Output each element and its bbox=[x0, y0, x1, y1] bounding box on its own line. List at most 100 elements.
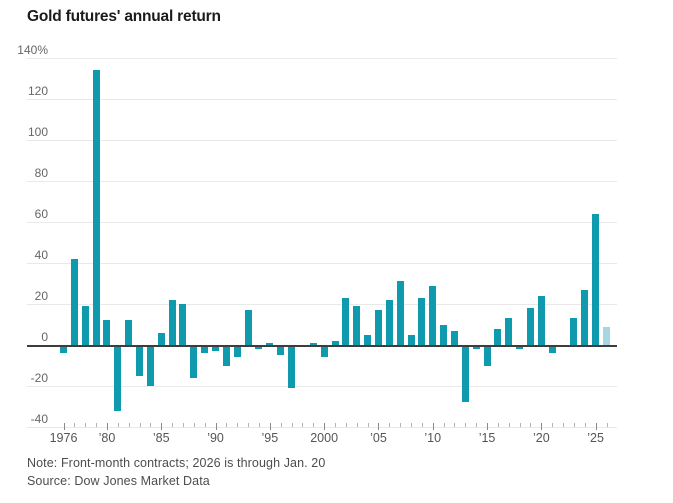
x-tick-2017 bbox=[508, 422, 510, 427]
x-tick-1989 bbox=[204, 422, 206, 427]
bar-2011 bbox=[440, 324, 448, 345]
x-tick-1993 bbox=[248, 422, 250, 427]
x-tick-1994 bbox=[258, 422, 260, 427]
gridline-60 bbox=[27, 222, 617, 223]
zero-axis-line bbox=[27, 345, 617, 347]
bar-1989 bbox=[201, 345, 209, 354]
bar-2008 bbox=[407, 334, 415, 345]
y-axis-label-20: 20 bbox=[34, 289, 48, 303]
x-tick-1995 bbox=[269, 422, 271, 430]
y-axis-label-120: 120 bbox=[27, 84, 48, 98]
x-tick-1984 bbox=[150, 422, 152, 427]
bar-2005 bbox=[374, 310, 382, 345]
y-axis-label-80: 80 bbox=[34, 166, 48, 180]
x-axis-label-1976: 1976 bbox=[49, 431, 78, 445]
y-axis-label-40: 40 bbox=[34, 248, 48, 262]
x-tick-1981 bbox=[117, 422, 119, 427]
x-axis-label-2025: ’25 bbox=[587, 431, 604, 445]
bar-1995 bbox=[266, 342, 274, 345]
bar-1993 bbox=[244, 310, 252, 345]
bar-2026 bbox=[603, 326, 610, 345]
x-axis-label-2010: ’10 bbox=[424, 431, 442, 445]
y-axis-label--40: -40 bbox=[30, 412, 48, 426]
bar-1990 bbox=[212, 345, 220, 352]
x-axis-label-1995: ’95 bbox=[261, 431, 279, 445]
bar-1992 bbox=[233, 345, 241, 358]
x-tick-2020 bbox=[541, 422, 543, 430]
bar-2006 bbox=[385, 299, 393, 345]
gridline-100 bbox=[27, 140, 617, 141]
bar-2010 bbox=[429, 285, 437, 345]
bar-2015 bbox=[483, 345, 491, 366]
bar-2001 bbox=[331, 340, 339, 345]
x-axis-label-1980: ’80 bbox=[98, 431, 116, 445]
x-tick-1990 bbox=[215, 422, 217, 430]
bar-1997 bbox=[288, 345, 296, 389]
bar-2019 bbox=[526, 308, 534, 345]
y-axis-label-140: 140% bbox=[17, 43, 48, 57]
x-tick-2013 bbox=[465, 422, 467, 427]
bar-2016 bbox=[494, 328, 502, 345]
x-tick-2022 bbox=[563, 422, 565, 427]
bar-2004 bbox=[364, 334, 372, 345]
bar-1987 bbox=[179, 304, 187, 345]
x-tick-2009 bbox=[421, 422, 423, 427]
y-axis-label-100: 100 bbox=[27, 125, 48, 139]
bar-1981 bbox=[114, 345, 122, 411]
x-tick-1978 bbox=[85, 422, 87, 427]
bar-2002 bbox=[342, 297, 350, 345]
gridline-120 bbox=[27, 99, 617, 100]
x-tick-1983 bbox=[139, 422, 141, 427]
x-tick-1992 bbox=[237, 422, 239, 427]
bar-2024 bbox=[581, 289, 589, 345]
bar-1978 bbox=[81, 306, 89, 345]
x-tick-1979 bbox=[96, 422, 98, 427]
bar-1986 bbox=[168, 299, 176, 345]
chart-source: Source: Dow Jones Market Data bbox=[27, 474, 210, 488]
x-tick-2025 bbox=[595, 422, 597, 430]
bar-1982 bbox=[125, 320, 133, 345]
bar-2025 bbox=[592, 213, 600, 345]
x-tick-1977 bbox=[74, 422, 76, 427]
x-tick-2015 bbox=[487, 422, 489, 430]
x-tick-2011 bbox=[443, 422, 445, 427]
x-tick-2019 bbox=[530, 422, 532, 427]
x-tick-1976 bbox=[63, 422, 65, 430]
x-tick-1982 bbox=[128, 422, 130, 427]
bar-1996 bbox=[277, 345, 285, 356]
x-tick-2016 bbox=[497, 422, 499, 427]
y-axis-label-60: 60 bbox=[34, 207, 48, 221]
x-tick-1986 bbox=[172, 422, 174, 427]
bar-1994 bbox=[255, 345, 263, 350]
x-axis-label-1985: ’85 bbox=[152, 431, 170, 445]
gridline-80 bbox=[27, 181, 617, 182]
x-tick-2006 bbox=[389, 422, 391, 427]
bar-1984 bbox=[146, 345, 154, 386]
bar-1983 bbox=[136, 345, 144, 376]
x-tick-2010 bbox=[432, 422, 434, 430]
x-axis-label-2015: ’15 bbox=[478, 431, 496, 445]
chart-note: Note: Front-month contracts; 2026 is thr… bbox=[27, 456, 326, 470]
bar-2000 bbox=[320, 345, 328, 358]
x-tick-1991 bbox=[226, 422, 228, 427]
gridline-140 bbox=[27, 58, 617, 59]
bar-1988 bbox=[190, 345, 198, 378]
bar-2012 bbox=[450, 330, 458, 345]
y-axis-label-0: 0 bbox=[41, 330, 48, 344]
x-axis-label-2000: 2000 bbox=[310, 431, 339, 445]
x-tick-1987 bbox=[182, 422, 184, 427]
bar-1991 bbox=[222, 345, 230, 366]
x-tick-2026 bbox=[606, 422, 608, 427]
bar-2018 bbox=[516, 345, 524, 350]
bar-2023 bbox=[570, 318, 578, 345]
bar-1985 bbox=[157, 332, 165, 345]
x-tick-1997 bbox=[291, 422, 293, 427]
bar-2007 bbox=[396, 281, 404, 345]
chart-title: Gold futures' annual return bbox=[27, 8, 221, 25]
x-tick-2024 bbox=[584, 422, 586, 427]
x-tick-2012 bbox=[454, 422, 456, 427]
bar-2017 bbox=[505, 318, 513, 345]
x-tick-1999 bbox=[313, 422, 315, 427]
x-axis-label-2020: ’20 bbox=[532, 431, 550, 445]
